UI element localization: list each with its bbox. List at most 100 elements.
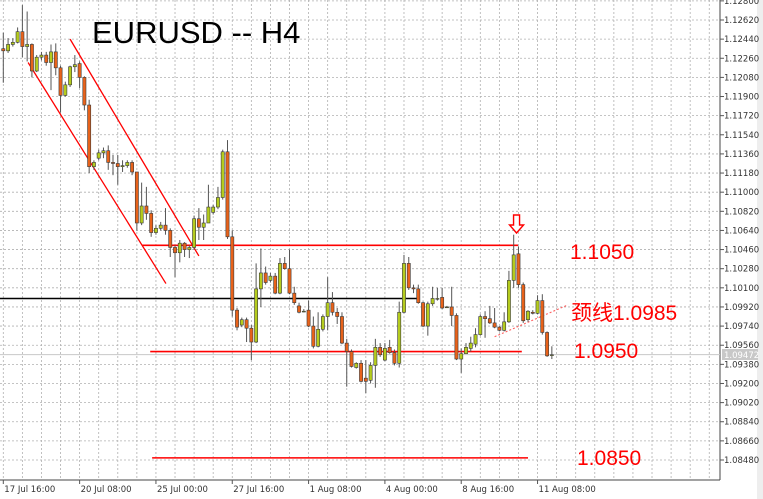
candle	[235, 308, 239, 331]
candle-body-bear	[53, 51, 58, 69]
candle	[130, 160, 134, 176]
candle	[354, 362, 359, 369]
candle	[526, 310, 530, 322]
candle	[340, 312, 344, 345]
candle	[311, 316, 316, 349]
candle	[53, 43, 58, 76]
candle	[402, 254, 406, 314]
candle	[225, 140, 230, 239]
candle-body-bear	[387, 347, 392, 353]
down-arrow-icon	[508, 214, 526, 235]
candle-body-bear	[230, 236, 235, 311]
candle-body-bear	[1, 48, 6, 52]
candle-body-bull	[34, 56, 39, 72]
candle	[297, 302, 301, 314]
candle-body-bull	[201, 222, 206, 228]
candle	[292, 286, 297, 305]
candle-body-bull	[68, 66, 72, 86]
candle	[430, 286, 435, 306]
candle-body-bull	[549, 354, 554, 356]
candle-body-bull	[278, 263, 282, 294]
candle	[440, 287, 445, 310]
candle-body-bear	[483, 316, 487, 319]
candle	[545, 331, 549, 357]
x-tick-label: 1 Aug 08:00	[310, 485, 362, 495]
candle-body-bear	[545, 332, 549, 357]
candle	[306, 300, 311, 328]
candle-body-bear	[77, 63, 82, 78]
candle	[39, 51, 44, 61]
candle	[330, 292, 335, 316]
candle-body-bull	[402, 263, 406, 313]
candle	[34, 55, 39, 73]
candle	[278, 258, 282, 295]
candle-body-bull	[25, 44, 30, 47]
y-tick-label: 1.11360	[724, 150, 759, 160]
candle-body-bear	[297, 305, 301, 313]
candle-body-bull	[459, 353, 464, 360]
candle	[149, 210, 154, 237]
candle-body-bear	[516, 253, 521, 285]
candle	[111, 154, 115, 176]
candle-body-bull	[96, 152, 101, 159]
candle	[349, 349, 354, 368]
level-label-1: 1.1050	[570, 241, 634, 264]
candle-body-bear	[311, 325, 316, 347]
candle-body-bear	[263, 272, 268, 283]
candle	[134, 171, 139, 231]
candle	[540, 294, 545, 335]
candle	[139, 182, 144, 226]
chart-title: EURUSD -- H4	[92, 15, 300, 50]
candle	[516, 246, 521, 288]
candle-body-bear	[235, 309, 239, 328]
candle-body-bear	[392, 352, 397, 364]
candle	[125, 160, 130, 168]
candle-body-bear	[411, 287, 416, 290]
candle	[211, 204, 216, 215]
x-tick-label: 4 Aug 00:00	[386, 485, 438, 495]
candle-body-bear	[349, 351, 354, 367]
candle	[425, 301, 430, 336]
candle-body-bear	[82, 77, 87, 106]
candle	[382, 343, 387, 362]
candle	[406, 257, 411, 290]
candle-body-bear	[363, 377, 368, 382]
candle-body-bull	[478, 316, 483, 335]
candle-body-bear	[244, 319, 249, 329]
candle-body-bull	[72, 64, 77, 68]
y-tick-label: 1.11000	[724, 188, 759, 198]
candle-body-bull	[382, 348, 387, 361]
candle-body-bull	[268, 275, 273, 281]
candle-body-bear	[273, 275, 278, 294]
candle-body-bull	[120, 165, 125, 167]
candle-body-bull	[206, 206, 211, 224]
candle-body-bull	[6, 44, 10, 52]
candle-body-bear	[134, 171, 139, 224]
candle-body-bull	[445, 306, 449, 309]
candle-body-bear	[440, 297, 445, 309]
current-price-box	[722, 349, 758, 360]
candle	[282, 257, 287, 270]
candle	[15, 27, 20, 44]
candle-body-bull	[101, 150, 106, 154]
candle	[1, 32, 6, 83]
candle-body-bull	[63, 84, 68, 96]
y-tick-label: 1.10460	[724, 246, 759, 256]
candle	[502, 312, 507, 332]
candle-body-bull	[425, 303, 430, 327]
candle	[478, 314, 483, 336]
candle	[316, 312, 321, 348]
candle-body-bull	[177, 242, 182, 254]
candle-body-bull	[320, 316, 325, 330]
candle-body-bull	[15, 31, 20, 43]
y-tick-label: 1.12080	[724, 73, 759, 83]
candle-body-bull	[473, 334, 478, 345]
candle-body-bull	[10, 42, 15, 45]
y-tick-label: 1.10640	[724, 226, 759, 236]
candle	[530, 310, 535, 315]
candle	[263, 266, 268, 285]
candle-body-bear	[335, 311, 340, 317]
candle	[454, 313, 459, 361]
candle	[325, 277, 330, 331]
candle	[115, 154, 120, 185]
